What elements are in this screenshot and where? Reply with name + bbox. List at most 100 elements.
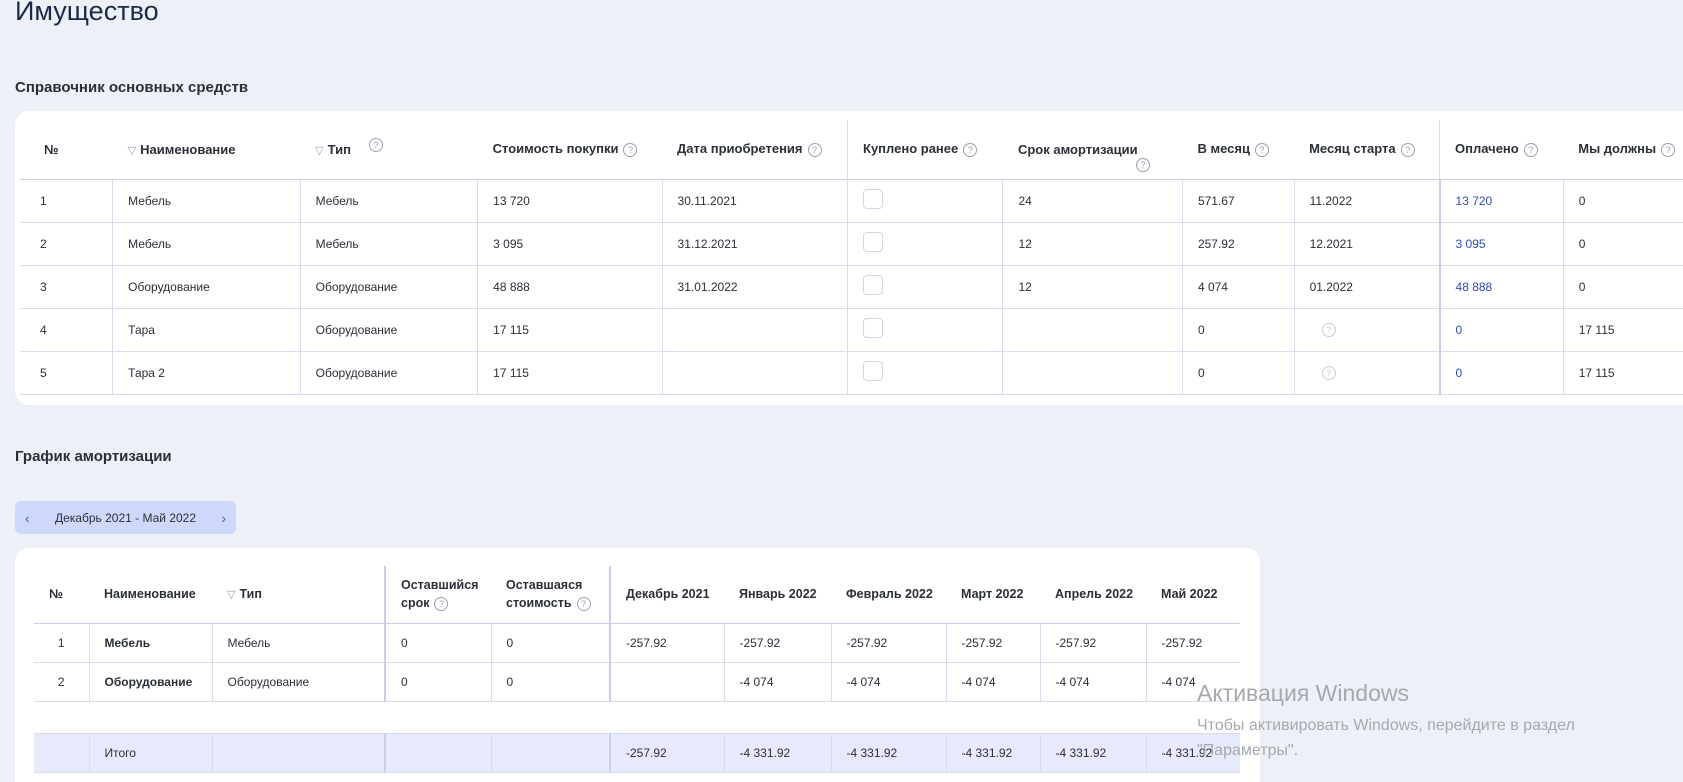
cell-month-value	[609, 662, 724, 702]
cell-num: 2	[34, 662, 89, 702]
cell-name[interactable]: Мебель	[112, 179, 301, 223]
col-type[interactable]: ▽ Тип	[212, 566, 385, 623]
page-title: Имущество	[15, 0, 159, 26]
cell-bought-earlier	[847, 222, 1003, 266]
table-row[interactable]: 1 Мебель Мебель 13 720 30.11.2021 24 571…	[20, 179, 1683, 223]
cell-paid-link[interactable]: 3 095	[1438, 222, 1564, 266]
cell-paid-link[interactable]: 0	[1438, 351, 1564, 395]
table-row[interactable]: 3 Оборудование Оборудование 48 888 31.01…	[20, 265, 1683, 309]
help-icon[interactable]: ?	[963, 143, 978, 158]
schedule-table: № Наименование ▽ Тип Оставшийся срок? Оста…	[34, 566, 1240, 773]
cell-name[interactable]: Тара 2	[112, 351, 301, 395]
cell-name[interactable]: Оборудование	[112, 265, 301, 309]
cell-remaining-cost: 0	[490, 662, 610, 702]
cell-we-owe: 0	[1562, 222, 1683, 266]
cell-cost[interactable]: 13 720	[477, 179, 663, 223]
cell-start-month[interactable]: ?	[1293, 351, 1440, 395]
cell-paid-link[interactable]: 48 888	[1438, 265, 1564, 309]
help-icon[interactable]: ?	[368, 138, 383, 153]
col-name[interactable]: ▽ Наименование	[127, 141, 236, 157]
cell-date[interactable]: 30.11.2021	[661, 179, 848, 223]
cell-type[interactable]: Оборудование	[299, 265, 478, 309]
cell-start-month[interactable]: 12.2021	[1293, 222, 1440, 266]
chevron-left-icon[interactable]: ‹	[25, 509, 30, 526]
help-icon[interactable]: ?	[1321, 365, 1336, 380]
filter-icon[interactable]: ▽	[227, 588, 236, 601]
filter-icon[interactable]: ▽	[315, 144, 324, 157]
col-month-mar-2022: Март 2022	[961, 587, 1024, 602]
assets-table: № ▽ Наименование ▽ Тип? Стоимость покупки?…	[20, 120, 1683, 395]
help-icon[interactable]: ?	[434, 596, 449, 611]
cell-cost[interactable]: 3 095	[477, 222, 663, 266]
assets-section-title: Справочник основных средств	[15, 79, 249, 96]
schedule-header-row: № Наименование ▽ Тип Оставшийся срок? Оста…	[34, 566, 1240, 623]
cell-remaining-cost: 0	[490, 623, 610, 663]
cell-num: 1	[20, 179, 113, 223]
bought-earlier-checkbox[interactable]	[863, 232, 884, 252]
cell-name[interactable]: Тара	[112, 308, 301, 352]
bought-earlier-checkbox[interactable]	[863, 275, 884, 295]
help-icon[interactable]: ?	[1400, 143, 1415, 158]
cell-term[interactable]: 24	[1002, 179, 1183, 223]
cell-per-month: 0	[1181, 351, 1295, 395]
cell-we-owe: 17 115	[1562, 351, 1683, 395]
col-month-may-2022: Май 2022	[1161, 587, 1218, 602]
period-selector[interactable]: ‹ Декабрь 2021 - Май 2022 ›	[15, 501, 236, 534]
col-paid: Оплачено?	[1439, 120, 1564, 179]
bought-earlier-checkbox[interactable]	[863, 189, 884, 209]
cell-type[interactable]: Оборудование	[299, 351, 478, 395]
cell-paid-link[interactable]: 13 720	[1438, 179, 1564, 223]
cell-num: 5	[20, 351, 113, 395]
help-icon[interactable]: ?	[1135, 158, 1150, 172]
help-icon[interactable]: ?	[807, 143, 822, 158]
col-num: №	[49, 587, 63, 602]
watermark-title: Активация Windows	[1197, 680, 1409, 706]
cell-type[interactable]: Мебель	[299, 222, 478, 266]
cell-num: 3	[20, 265, 113, 309]
help-icon[interactable]: ?	[1523, 143, 1538, 158]
help-icon[interactable]: ?	[1254, 143, 1269, 158]
cell-start-month[interactable]: 01.2022	[1293, 265, 1440, 309]
filter-icon[interactable]: ▽	[127, 144, 137, 157]
cell-date[interactable]: 31.12.2021	[661, 222, 848, 266]
table-row[interactable]: 2 Мебель Мебель 3 095 31.12.2021 12 257.…	[20, 222, 1683, 266]
cell-remaining-term: 0	[384, 662, 491, 702]
cell-term[interactable]	[1002, 308, 1183, 352]
cell-empty	[34, 733, 89, 773]
bought-earlier-checkbox[interactable]	[863, 318, 884, 338]
bought-earlier-checkbox[interactable]	[863, 361, 884, 381]
cell-cost[interactable]: 48 888	[477, 265, 663, 309]
cell-num: 1	[34, 623, 89, 663]
col-name: Наименование	[104, 587, 196, 602]
cell-date[interactable]: 31.01.2022	[661, 265, 848, 309]
table-row[interactable]: 4 Тара Оборудование 17 115 0 ? 0 17 115	[20, 308, 1683, 352]
cell-term[interactable]: 12	[1002, 265, 1183, 309]
cell-type[interactable]: Оборудование	[299, 308, 478, 352]
period-label: Декабрь 2021 - Май 2022	[54, 510, 197, 525]
col-per-month: В месяц?	[1182, 120, 1294, 179]
cell-paid-link[interactable]: 0	[1438, 308, 1564, 352]
cell-type[interactable]: Мебель	[299, 179, 478, 223]
cell-cost[interactable]: 17 115	[477, 308, 663, 352]
cell-month-value: -257.92	[1039, 623, 1146, 663]
help-icon[interactable]: ?	[576, 596, 591, 611]
help-icon[interactable]: ?	[1661, 143, 1676, 158]
total-row: Итого -257.92 -4 331.92 -4 331.92 -4 331…	[34, 733, 1240, 773]
cell-date[interactable]	[661, 308, 848, 352]
cell-cost[interactable]: 17 115	[477, 351, 663, 395]
cell-date[interactable]	[661, 351, 848, 395]
help-icon[interactable]: ?	[623, 143, 638, 158]
cell-term[interactable]	[1002, 351, 1183, 395]
col-type[interactable]: ▽ Тип?	[300, 120, 477, 179]
cell-term[interactable]: 12	[1002, 222, 1183, 266]
cell-month-value: -257.92	[1145, 623, 1240, 663]
total-value: -4 331.92	[723, 733, 831, 773]
cell-start-month[interactable]: ?	[1293, 308, 1440, 352]
table-row[interactable]: 5 Тара 2 Оборудование 17 115 0 ? 0 17 11…	[20, 351, 1683, 395]
chevron-right-icon[interactable]: ›	[221, 509, 226, 526]
cell-start-month[interactable]: 11.2022	[1293, 179, 1440, 223]
cell-name[interactable]: Мебель	[112, 222, 301, 266]
cell-we-owe: 0	[1562, 179, 1683, 223]
help-icon[interactable]: ?	[1321, 322, 1336, 337]
spacer-row	[34, 701, 1240, 734]
